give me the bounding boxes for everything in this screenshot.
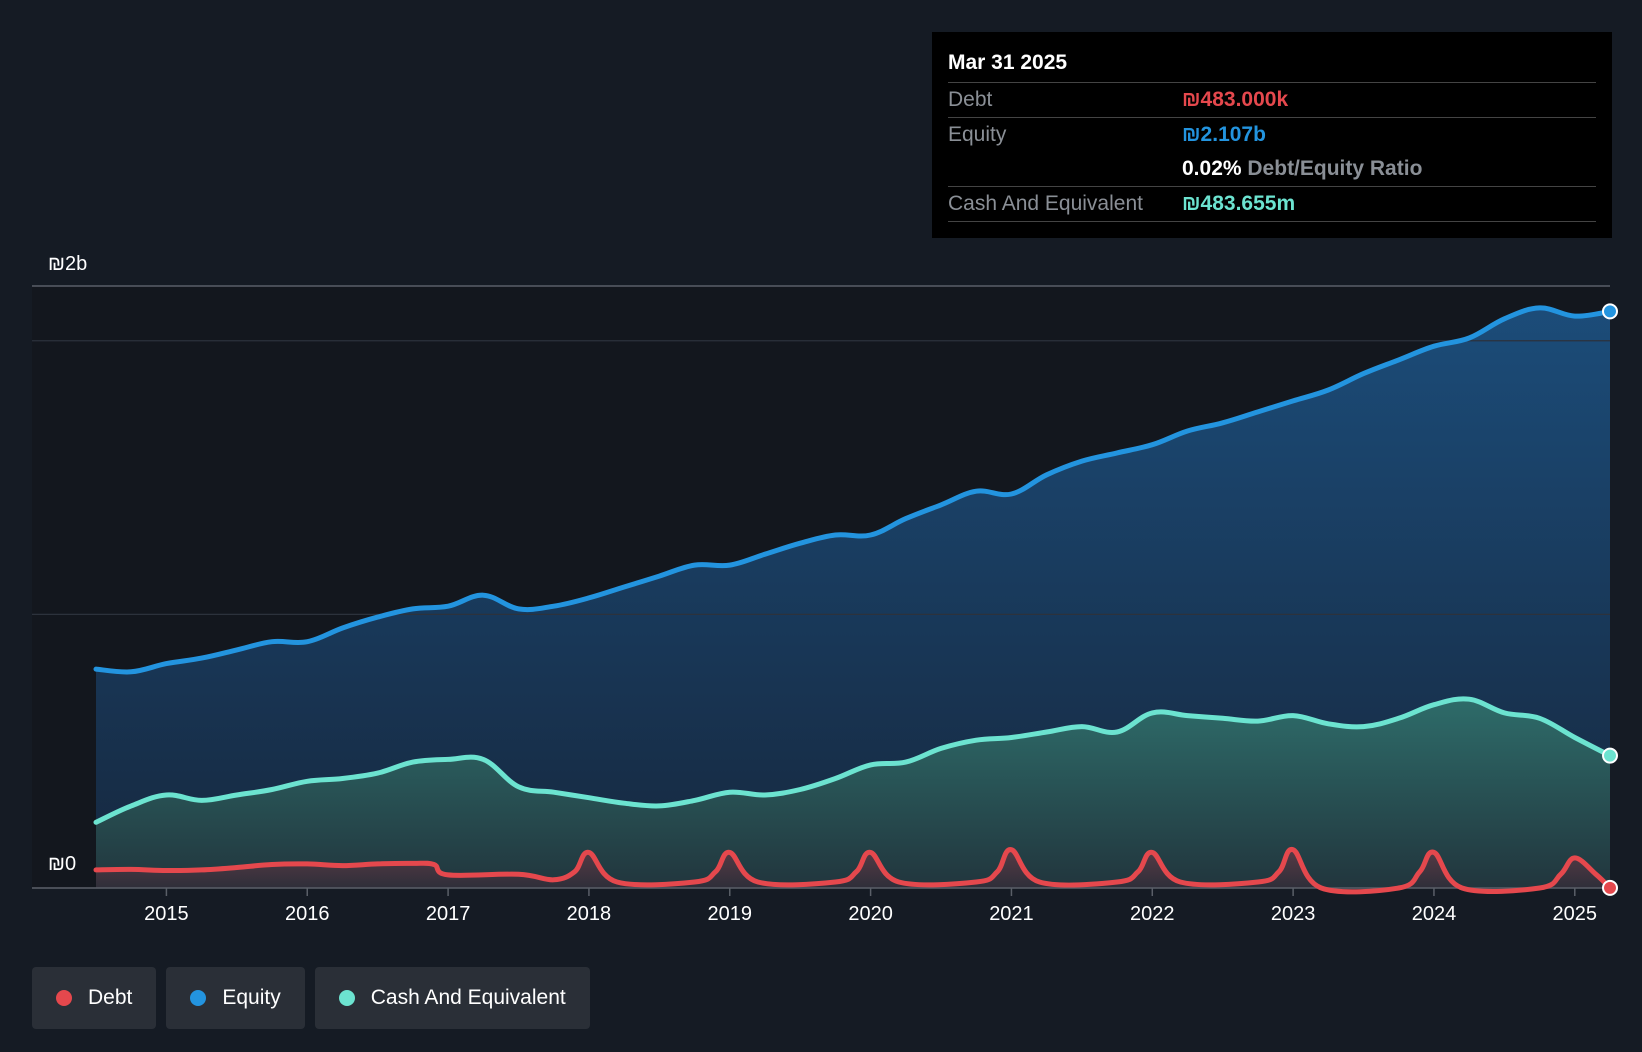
cash-end-marker bbox=[1602, 747, 1618, 764]
tooltip-debt-row: Debt ₪483.000k bbox=[948, 83, 1596, 118]
tooltip-cash-label: Cash And Equivalent bbox=[948, 192, 1143, 215]
x-tick-label: 2022 bbox=[1130, 903, 1175, 925]
tooltip-equity-label: Equity bbox=[948, 123, 1007, 146]
legend-cash-label: Cash And Equivalent bbox=[370, 986, 566, 1009]
tooltip-date: Mar 31 2025 bbox=[948, 46, 1596, 83]
tooltip-panel: Mar 31 2025 Debt ₪483.000k Equity ₪2.107… bbox=[932, 32, 1612, 238]
legend-equity-label: Equity bbox=[222, 986, 281, 1009]
legend-debt-label: Debt bbox=[88, 986, 133, 1009]
tooltip-debt-label: Debt bbox=[948, 88, 993, 111]
tooltip-equity-row: Equity ₪2.107b bbox=[948, 118, 1596, 152]
debt-end-marker bbox=[1602, 879, 1618, 896]
x-tick-label: 2015 bbox=[144, 903, 189, 925]
tooltip-cash-row: Cash And Equivalent ₪483.655m bbox=[948, 187, 1596, 222]
x-tick-label: 2023 bbox=[1271, 903, 1316, 925]
x-tick-label: 2021 bbox=[989, 903, 1034, 925]
equity-dot-icon bbox=[190, 990, 207, 1006]
tooltip-debt-value: ₪483.000k bbox=[1182, 88, 1289, 111]
cash-area bbox=[96, 698, 1610, 888]
x-tick-label: 2019 bbox=[708, 903, 753, 925]
tooltip-cash-value: ₪483.655m bbox=[1182, 192, 1296, 215]
legend-item-debt[interactable]: Debt bbox=[32, 967, 157, 1029]
debt-area bbox=[96, 849, 1610, 892]
x-tick-label: 2018 bbox=[567, 903, 612, 925]
debt-line bbox=[93, 847, 1613, 895]
y-axis-top-label: ₪2b bbox=[48, 253, 87, 275]
x-tick-label: 2025 bbox=[1553, 903, 1598, 925]
y-axis-zero-label: ₪0 bbox=[48, 853, 76, 875]
cash-line bbox=[93, 696, 1613, 825]
x-tick-label: 2017 bbox=[426, 903, 471, 925]
equity-line bbox=[93, 305, 1613, 675]
tooltip-ratio-label: Debt/Equity Ratio bbox=[1247, 157, 1423, 180]
tooltip-ratio: 0.02% Debt/Equity Ratio bbox=[1182, 152, 1422, 186]
x-tick-label: 2016 bbox=[285, 903, 330, 925]
x-tick-label: 2024 bbox=[1412, 903, 1457, 925]
legend-item-cash[interactable]: Cash And Equivalent bbox=[314, 967, 590, 1029]
tooltip-equity-value: ₪2.107b bbox=[1182, 123, 1266, 146]
tooltip-ratio-value: 0.02% bbox=[1182, 157, 1242, 180]
legend-item-equity[interactable]: Equity bbox=[166, 967, 305, 1029]
debt-dot-icon bbox=[56, 990, 72, 1006]
x-tick-label: 2020 bbox=[848, 903, 893, 925]
equity-end-marker bbox=[1602, 303, 1618, 320]
tooltip-ratio-row: 0.02% Debt/Equity Ratio bbox=[948, 152, 1596, 187]
legend: Debt Equity Cash And Equivalent bbox=[32, 967, 590, 1029]
cash-dot-icon bbox=[338, 990, 355, 1006]
